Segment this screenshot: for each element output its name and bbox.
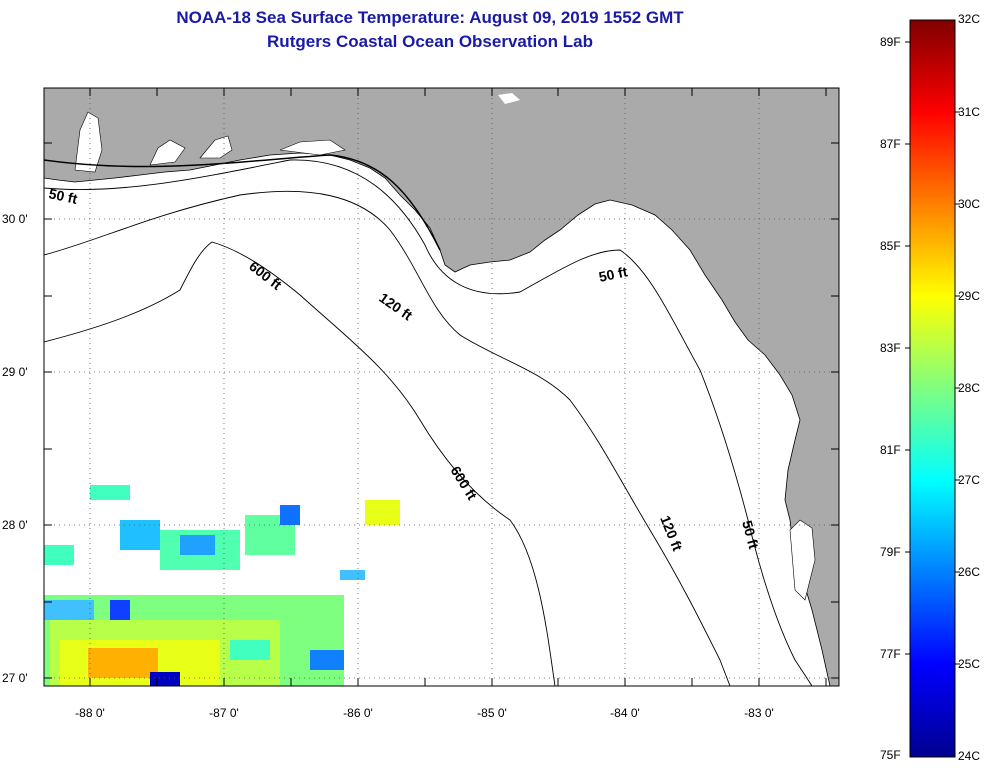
lon-label: -88 0' bbox=[75, 706, 105, 720]
bay bbox=[279, 139, 346, 156]
lon-label: -86 0' bbox=[343, 706, 373, 720]
colorbar-f-label: 77F bbox=[880, 647, 901, 661]
colorbar-f-label: 75F bbox=[880, 748, 901, 762]
lon-label: -83 0' bbox=[744, 706, 774, 720]
colorbar bbox=[909, 19, 956, 758]
colorbar-c-label: 32C bbox=[958, 12, 981, 26]
contour-50ft bbox=[44, 159, 813, 686]
colorbar-f-label: 89F bbox=[880, 35, 901, 49]
lon-label: -87 0' bbox=[209, 706, 239, 720]
lat-label: 30 0' bbox=[2, 212, 28, 226]
depth-label: 50 ft bbox=[739, 519, 762, 551]
bay bbox=[199, 135, 233, 159]
depth-label: 50 ft bbox=[597, 263, 629, 285]
depth-label: 50 ft bbox=[47, 185, 79, 207]
bay bbox=[74, 111, 103, 173]
lat-label: 29 0' bbox=[2, 365, 28, 379]
map-title: NOAA-18 Sea Surface Temperature: August … bbox=[176, 8, 684, 27]
colorbar-c-label: 27C bbox=[958, 473, 981, 487]
sst-patches bbox=[44, 485, 400, 686]
colorbar-c-label: 25C bbox=[958, 657, 981, 671]
coastline bbox=[44, 154, 441, 251]
frame-ticks bbox=[44, 88, 839, 686]
lat-label: 27 0' bbox=[2, 671, 28, 685]
map-subtitle: Rutgers Coastal Ocean Observation Lab bbox=[267, 32, 593, 51]
colorbar-c-label: 24C bbox=[958, 749, 981, 763]
contour-120ft bbox=[44, 190, 731, 686]
colorbar-c-label: 28C bbox=[958, 381, 981, 395]
colorbar-f-label: 79F bbox=[880, 545, 901, 559]
lon-label: -85 0' bbox=[477, 706, 507, 720]
colorbar-f-label: 81F bbox=[880, 443, 901, 457]
contour-600ft bbox=[44, 241, 556, 686]
lat-label: 28 0' bbox=[2, 518, 28, 532]
bay bbox=[789, 519, 816, 601]
colorbar-c-label: 26C bbox=[958, 565, 981, 579]
lon-label: -84 0' bbox=[610, 706, 640, 720]
colorbar-f-label: 85F bbox=[880, 239, 901, 253]
colorbar-ticks bbox=[905, 41, 960, 665]
colorbar-c-label: 29C bbox=[958, 289, 981, 303]
colorbar-c-label: 31C bbox=[958, 105, 981, 119]
bay bbox=[149, 139, 186, 166]
colorbar-c-label: 30C bbox=[958, 197, 981, 211]
lake bbox=[498, 93, 520, 104]
colorbar-f-label: 87F bbox=[880, 137, 901, 151]
map-frame bbox=[43, 87, 840, 687]
colorbar-f-label: 83F bbox=[880, 341, 901, 355]
